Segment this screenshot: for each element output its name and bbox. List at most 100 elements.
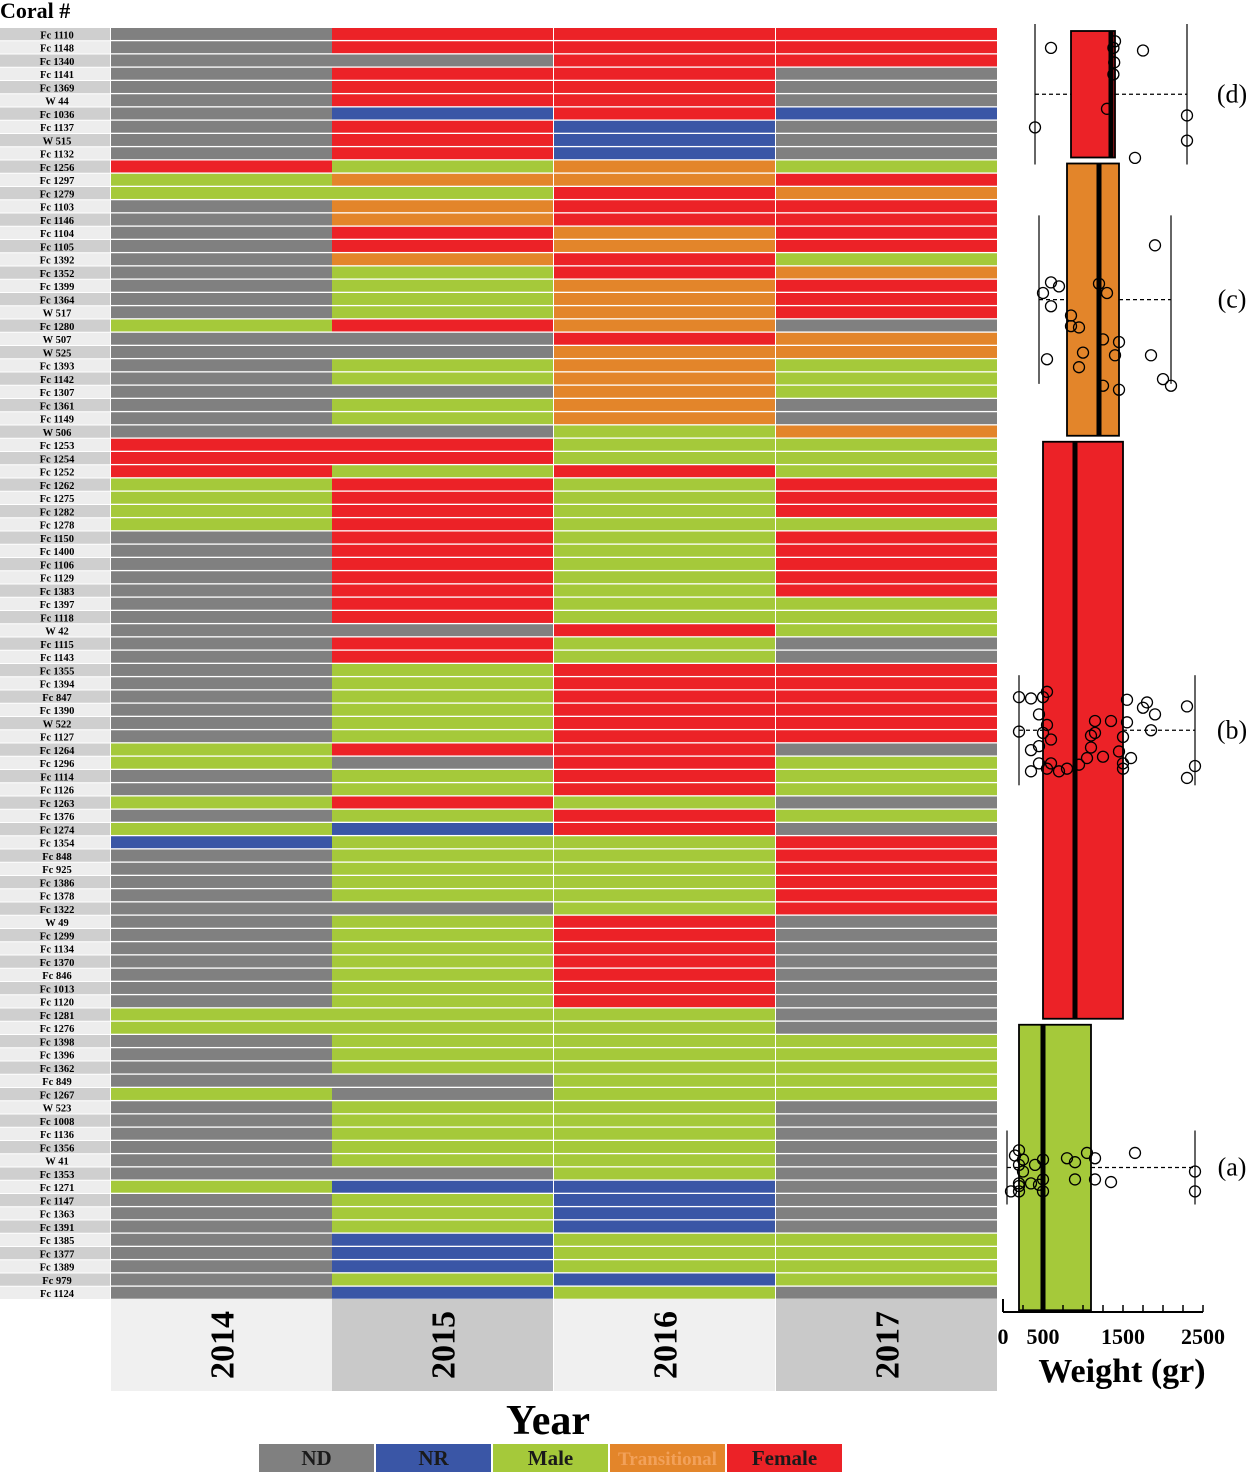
coral-label: Fc 1393 bbox=[40, 362, 75, 373]
heatmap-cell bbox=[554, 770, 775, 782]
weight-point bbox=[1136, 701, 1150, 714]
heatmap-cell bbox=[776, 1247, 997, 1259]
heatmap-cell bbox=[776, 1233, 997, 1246]
heatmap-cell bbox=[332, 809, 553, 822]
legend-label: Transitional bbox=[618, 1449, 717, 1470]
coral-label-bg bbox=[0, 902, 110, 915]
heatmap-cell bbox=[111, 809, 332, 822]
legend-swatch bbox=[610, 1444, 725, 1472]
coral-label-bg bbox=[0, 478, 110, 491]
coral-label-bg bbox=[0, 968, 110, 981]
coral-label: Fc 1148 bbox=[40, 44, 74, 55]
legend-label: Male bbox=[528, 1446, 573, 1470]
coral-label: Fc 1147 bbox=[40, 1196, 74, 1207]
heatmap-cell bbox=[332, 690, 553, 703]
heatmap-cell bbox=[776, 889, 997, 902]
heatmap-cell bbox=[554, 558, 775, 570]
heatmap-cell bbox=[554, 1260, 775, 1273]
heatmap-cell bbox=[554, 1021, 775, 1034]
weight-point bbox=[1032, 740, 1046, 753]
heatmap-cell bbox=[554, 266, 775, 279]
heatmap-cell bbox=[776, 452, 997, 464]
heatmap-cell bbox=[111, 478, 332, 491]
heatmap-cell bbox=[332, 770, 553, 782]
heatmap-cell bbox=[332, 796, 553, 809]
heatmap-cell bbox=[111, 505, 332, 517]
weight-point bbox=[1112, 745, 1126, 758]
weight-point bbox=[1156, 372, 1170, 386]
heatmap-cell bbox=[776, 226, 997, 239]
heatmap-cell bbox=[776, 1088, 997, 1100]
year-band bbox=[332, 1299, 553, 1391]
heatmap-cell bbox=[776, 372, 997, 385]
heatmap-cell bbox=[554, 1194, 775, 1206]
coral-label: Fc 1376 bbox=[40, 812, 75, 823]
heatmap-cell bbox=[332, 491, 553, 504]
heatmap-cell bbox=[332, 995, 553, 1008]
heatmap-cell bbox=[111, 1154, 332, 1167]
heatmap-cell bbox=[332, 597, 553, 610]
heatmap-cell bbox=[332, 438, 553, 451]
weight-point bbox=[1032, 1178, 1046, 1191]
box-iqr bbox=[1042, 440, 1124, 1020]
coral-label: Fc 1114 bbox=[40, 772, 74, 783]
heatmap-cell bbox=[776, 624, 997, 637]
heatmap-cell bbox=[554, 160, 775, 173]
coral-label: Fc 1361 bbox=[40, 401, 75, 412]
coral-label-bg bbox=[0, 955, 110, 968]
heatmap-cell bbox=[776, 862, 997, 875]
heatmap-cell bbox=[554, 28, 775, 40]
coral-label: Fc 1252 bbox=[40, 468, 75, 479]
coral-label: Fc 847 bbox=[42, 693, 71, 704]
coral-label: Fc 1254 bbox=[40, 454, 75, 465]
weight-point bbox=[1044, 733, 1058, 746]
coral-label: Fc 1115 bbox=[40, 640, 74, 651]
weight-point bbox=[1084, 729, 1098, 742]
legend-swatch bbox=[259, 1444, 374, 1472]
weight-point bbox=[1108, 35, 1122, 48]
heatmap-cell bbox=[111, 187, 332, 199]
coral-label-bg bbox=[0, 107, 110, 120]
heatmap-cell bbox=[554, 995, 775, 1008]
heatmap-cell bbox=[776, 876, 997, 888]
heatmap-cell bbox=[776, 1286, 997, 1299]
year-band bbox=[111, 1299, 332, 1391]
weight-point bbox=[1052, 765, 1066, 778]
coral-label: Fc 1392 bbox=[40, 256, 75, 267]
heatmap-cell bbox=[554, 955, 775, 968]
coral-label: W 525 bbox=[43, 348, 72, 359]
coral-label-bg bbox=[0, 200, 110, 213]
coral-label-bg bbox=[0, 915, 110, 928]
heatmap-cell bbox=[111, 902, 332, 915]
coral-label-bg bbox=[0, 319, 110, 332]
heatmap-cell bbox=[776, 1127, 997, 1140]
heatmap-cell bbox=[776, 1194, 997, 1206]
heatmap-cell bbox=[776, 849, 997, 862]
weight-point bbox=[1104, 1175, 1118, 1189]
heatmap-cell bbox=[554, 253, 775, 266]
coral-label: Fc 1008 bbox=[40, 1117, 75, 1128]
heatmap-cell bbox=[776, 160, 997, 173]
coral-label: Fc 1105 bbox=[40, 242, 74, 253]
weight-tick-label: 0 bbox=[998, 1324, 1009, 1349]
coral-label-bg bbox=[0, 1141, 110, 1154]
heatmap-cell bbox=[554, 1247, 775, 1259]
weight-point bbox=[1108, 349, 1122, 362]
heatmap-cell bbox=[332, 41, 553, 54]
coral-label: Fc 1364 bbox=[40, 295, 75, 306]
coral-label: Fc 1279 bbox=[40, 189, 75, 200]
heatmap-cell bbox=[554, 1141, 775, 1153]
heatmap-cell bbox=[554, 319, 775, 332]
weight-point bbox=[1164, 379, 1178, 392]
heatmap-cell bbox=[332, 889, 553, 902]
heatmap-cell bbox=[776, 955, 997, 968]
coral-label-bg bbox=[0, 1061, 110, 1074]
heatmap-cell bbox=[776, 1008, 997, 1021]
heatmap-cell bbox=[332, 81, 553, 93]
coral-label: Fc 1120 bbox=[40, 998, 74, 1009]
heatmap-cell bbox=[332, 425, 553, 438]
heatmap-cell bbox=[776, 438, 997, 451]
weight-point bbox=[1180, 771, 1194, 785]
coral-label-bg bbox=[0, 717, 110, 730]
heatmap-cell bbox=[554, 1180, 775, 1193]
